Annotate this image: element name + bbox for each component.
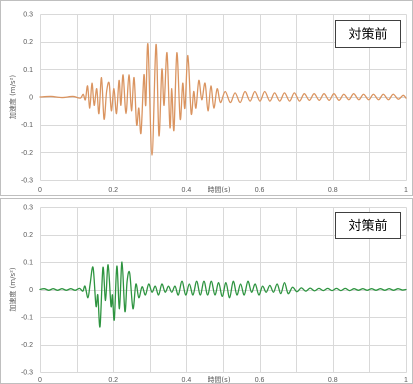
- x-tick-label: 0.4: [182, 187, 192, 194]
- legend-frame: [335, 212, 401, 239]
- y-tick-label: 0.3: [23, 205, 33, 212]
- y-tick-label: 0.3: [23, 12, 33, 19]
- x-axis-label: 時間(s): [207, 186, 230, 194]
- y-tick-label: 0: [29, 287, 33, 294]
- x-tick-label: 0.2: [108, 187, 118, 194]
- x-tick-label: 0: [38, 377, 42, 384]
- x-tick-label: 0.6: [255, 187, 265, 194]
- y-tick-label: -0.3: [21, 178, 33, 185]
- x-tick-label: 0.8: [328, 187, 338, 194]
- legend-frame: [335, 20, 401, 48]
- x-tick-label: 0.6: [255, 377, 265, 384]
- chart-panel-top: 0.3 0.2 0.1 0 -0.1 -0.2 -0.3 0 0.2 0.4 0.6 0.8 1 時間(s…: [0, 0, 413, 196]
- gridlines: [40, 14, 407, 181]
- y-tick-label: 0.2: [23, 39, 33, 46]
- acceleration-series-line: [39, 261, 407, 328]
- x-tick-label: 0.4: [182, 377, 192, 384]
- gridlines: [40, 207, 407, 373]
- y-tick-label: -0.1: [21, 122, 33, 129]
- y-tick-label: -0.1: [21, 315, 33, 322]
- x-tick-label: 0.2: [108, 377, 118, 384]
- legend-label: 対策前: [348, 218, 387, 234]
- x-tick-label: 0: [38, 187, 42, 194]
- y-tick-label: -0.2: [21, 150, 33, 157]
- acceleration-series-line: [39, 43, 407, 156]
- legend-box: 対策前: [335, 212, 401, 239]
- y-tick-label: -0.3: [21, 370, 33, 377]
- x-tick-label: 0.8: [328, 377, 338, 384]
- x-tick-label: 1: [404, 187, 408, 194]
- legend-box: 対策前: [335, 20, 401, 48]
- chart-panel-bottom: 0.3 0.2 0.1 0 -0.1 -0.2 -0.3 0 0.2 0.4 0.6 0.8 1 時間(s…: [0, 198, 413, 384]
- x-axis-label: 時間(s): [207, 376, 230, 384]
- y-axis-label: 加速度 (m/s²): [8, 75, 17, 120]
- x-tick-label: 1: [404, 377, 408, 384]
- y-axis-label: 加速度 (m/s²): [8, 267, 17, 312]
- legend-label: 対策前: [348, 27, 387, 43]
- y-tick-label: -0.2: [21, 342, 33, 349]
- y-tick-label: 0: [29, 95, 33, 102]
- y-tick-label: 0.1: [23, 260, 33, 267]
- y-tick-label: 0.2: [23, 232, 33, 239]
- y-tick-label: 0.1: [23, 67, 33, 74]
